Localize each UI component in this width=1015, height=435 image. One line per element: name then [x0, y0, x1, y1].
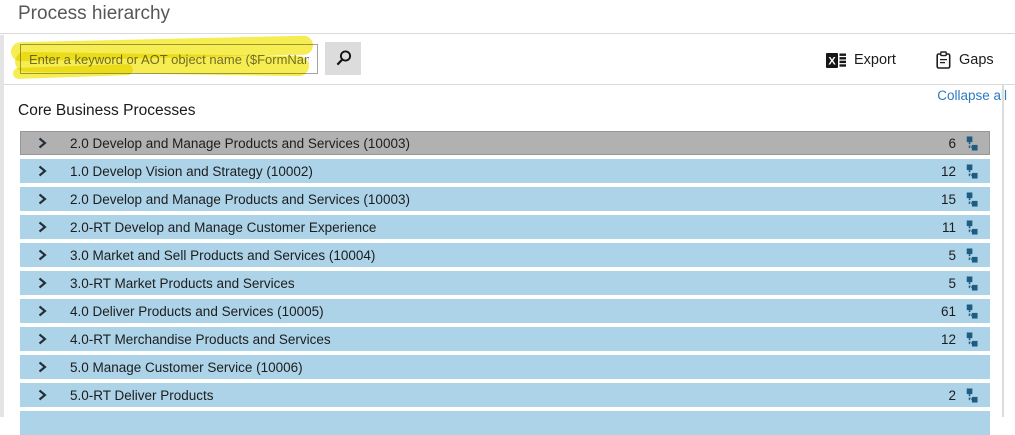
process-row[interactable]: 1.0 Develop Vision and Strategy (10002) …	[20, 159, 990, 183]
gaps-button[interactable]: Gaps	[929, 47, 1000, 73]
chevron-right-icon[interactable]	[37, 193, 47, 205]
process-count: 61	[940, 303, 956, 319]
search-input[interactable]	[20, 44, 318, 74]
export-label: Export	[854, 52, 896, 68]
hierarchy-icon[interactable]	[962, 247, 978, 263]
chevron-right-icon[interactable]	[37, 137, 47, 149]
process-row-label: 4.0-RT Merchandise Products and Services	[70, 331, 331, 347]
process-row-label: 1.0 Develop Vision and Strategy (10002)	[70, 163, 313, 179]
chevron-right-icon[interactable]	[37, 333, 47, 345]
process-count: 5	[948, 275, 956, 291]
divider-top	[0, 33, 1015, 34]
page-title: Process hierarchy	[18, 3, 171, 24]
process-row-label: 5.0 Manage Customer Service (10006)	[70, 359, 303, 375]
chevron-right-icon[interactable]	[37, 361, 47, 373]
process-list: 2.0 Develop and Manage Products and Serv…	[20, 131, 990, 407]
hierarchy-icon[interactable]	[962, 331, 978, 347]
process-count: 11	[941, 219, 956, 235]
process-count: 6	[948, 135, 956, 151]
process-row[interactable]: 4.0-RT Merchandise Products and Services…	[20, 327, 990, 351]
divider-middle	[0, 84, 1015, 85]
chevron-right-icon[interactable]	[37, 249, 47, 261]
hierarchy-icon[interactable]	[962, 191, 978, 207]
process-row[interactable]: 5.0-RT Deliver Products 2	[20, 383, 990, 407]
process-count: 12	[940, 163, 956, 179]
process-row-label: 5.0-RT Deliver Products	[70, 387, 214, 403]
process-row[interactable]: 2.0 Develop and Manage Products and Serv…	[20, 131, 990, 155]
process-row[interactable]: 4.0 Deliver Products and Services (10005…	[20, 299, 990, 323]
section-title: Core Business Processes	[18, 102, 196, 119]
chevron-right-icon[interactable]	[37, 305, 47, 317]
chevron-right-icon[interactable]	[37, 389, 47, 401]
chevron-right-icon[interactable]	[37, 221, 47, 233]
process-count: 5	[948, 247, 956, 263]
gaps-label: Gaps	[959, 52, 994, 68]
process-row-partial[interactable]	[20, 411, 990, 435]
hierarchy-icon[interactable]	[962, 135, 978, 151]
svg-text:X: X	[828, 55, 836, 67]
process-row-label: 2.0-RT Develop and Manage Customer Exper…	[70, 219, 377, 235]
process-row-label: 2.0 Develop and Manage Products and Serv…	[70, 191, 410, 207]
left-edge-strip	[0, 35, 4, 417]
process-row[interactable]: 3.0 Market and Sell Products and Service…	[20, 243, 990, 267]
hierarchy-icon[interactable]	[962, 303, 978, 319]
hierarchy-icon[interactable]	[962, 387, 978, 403]
process-row-label: 2.0 Develop and Manage Products and Serv…	[70, 135, 410, 151]
search-button[interactable]	[325, 42, 361, 75]
search-icon	[334, 49, 353, 68]
hierarchy-icon[interactable]	[962, 163, 978, 179]
process-row-label: 3.0-RT Market Products and Services	[70, 275, 295, 291]
process-row[interactable]: 5.0 Manage Customer Service (10006)	[20, 355, 990, 379]
process-row[interactable]: 3.0-RT Market Products and Services 5	[20, 271, 990, 295]
process-row[interactable]: 2.0 Develop and Manage Products and Serv…	[20, 187, 990, 211]
process-count: 12	[940, 331, 956, 347]
chevron-right-icon[interactable]	[37, 277, 47, 289]
hierarchy-icon[interactable]	[962, 219, 978, 235]
process-hierarchy-panel: Process hierarchy X Export	[0, 3, 1015, 435]
process-row[interactable]: 2.0-RT Develop and Manage Customer Exper…	[20, 215, 990, 239]
process-count: 2	[948, 387, 956, 403]
clipboard-icon	[935, 50, 952, 70]
chevron-right-icon[interactable]	[37, 165, 47, 177]
process-row-label: 3.0 Market and Sell Products and Service…	[70, 247, 376, 263]
hierarchy-icon[interactable]	[962, 275, 978, 291]
process-count: 15	[940, 191, 956, 207]
process-row-label: 4.0 Deliver Products and Services (10005…	[70, 303, 324, 319]
right-edge-line	[1002, 85, 1004, 417]
collapse-all-link[interactable]: Collapse all	[937, 88, 1007, 103]
excel-icon: X	[826, 52, 847, 69]
export-button[interactable]: X Export	[820, 47, 902, 73]
